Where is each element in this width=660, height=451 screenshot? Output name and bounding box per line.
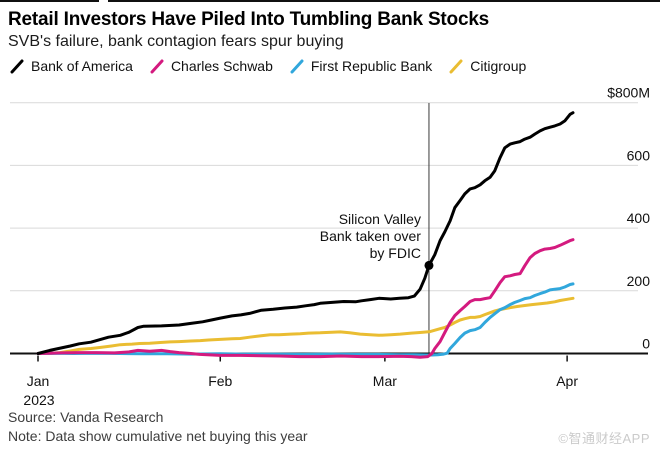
x-axis-label: Feb (208, 373, 232, 389)
top-border-gap (99, 0, 108, 2)
y-axis-label: $800M (607, 85, 650, 101)
legend-label: Charles Schwab (170, 58, 273, 74)
legend-slash-icon (290, 59, 304, 73)
legend-label: Bank of America (31, 58, 133, 74)
y-axis-label: 200 (627, 273, 651, 289)
x-axis-label: Jan (27, 373, 50, 389)
y-axis-label: 600 (627, 147, 651, 163)
y-axis-label: 0 (642, 336, 650, 352)
series-line-bank-of-america (36, 111, 575, 355)
x-axis-year-label: 2023 (23, 392, 54, 408)
chart-subtitle: SVB's failure, bank contagion fears spur… (8, 33, 344, 50)
chart-footer: Source: Vanda Research Note: Data show c… (8, 408, 308, 446)
event-dot-svb (424, 260, 434, 270)
annotation-line: Bank taken over (320, 228, 422, 244)
watermark: ©智通财经APP (558, 431, 650, 446)
legend-item-bank-of-america: Bank of America (10, 58, 133, 74)
legend-item-citigroup: Citigroup (449, 58, 526, 74)
legend-label: Citigroup (470, 58, 527, 74)
legend-item-first-republic-bank: First Republic Bank (290, 58, 432, 74)
x-axis-label: Apr (556, 373, 578, 389)
note-text: Note: Data show cumulative net buying th… (8, 428, 308, 444)
legend-item-charles-schwab: Charles Schwab (150, 58, 273, 74)
legend: Bank of America Charles Schwab First Repub… (10, 58, 526, 74)
series-line-charles-schwab (36, 238, 575, 359)
source-text: Source: Vanda Research (8, 409, 164, 425)
legend-slash-icon (150, 59, 164, 73)
legend-slash-icon (449, 59, 463, 73)
y-axis-label: 400 (627, 210, 651, 226)
legend-slash-icon (10, 59, 24, 73)
legend-label: First Republic Bank (310, 58, 433, 74)
annotation-line: Silicon Valley (339, 211, 421, 227)
chart-title: Retail Investors Have Piled Into Tumblin… (8, 9, 490, 30)
annotation-line: by FDIC (370, 245, 421, 261)
top-border (0, 0, 660, 2)
x-axis-label: Mar (373, 373, 397, 389)
